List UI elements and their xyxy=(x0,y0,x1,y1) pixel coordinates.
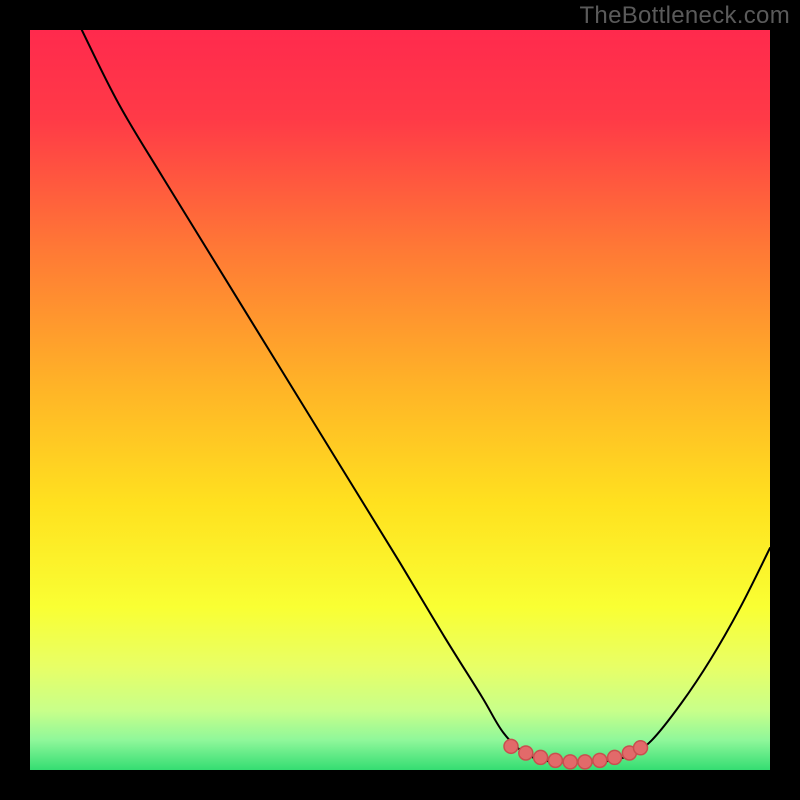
plot-area xyxy=(30,30,770,770)
marker-dot xyxy=(593,753,607,767)
marker-dot xyxy=(534,750,548,764)
chart-svg xyxy=(30,30,770,770)
chart-frame: TheBottleneck.com xyxy=(0,0,800,800)
marker-dot xyxy=(608,750,622,764)
marker-dot xyxy=(563,755,577,769)
marker-dot xyxy=(504,739,518,753)
marker-dot xyxy=(634,741,648,755)
watermark-text: TheBottleneck.com xyxy=(579,2,790,30)
marker-dot xyxy=(548,753,562,767)
marker-dot xyxy=(519,746,533,760)
marker-dot xyxy=(578,755,592,769)
